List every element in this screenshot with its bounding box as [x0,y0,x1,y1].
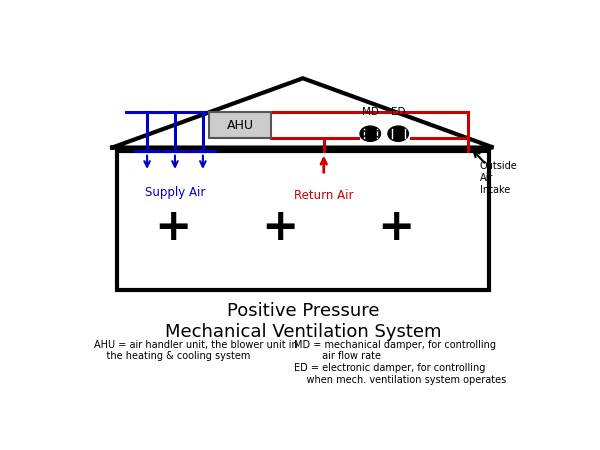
Circle shape [360,126,380,141]
Circle shape [388,126,409,141]
Text: +: + [154,206,191,249]
Bar [209,112,271,138]
Text: AHU: AHU [227,118,254,131]
Text: ED: ED [391,108,406,117]
Text: AHU = air handler unit, the blower unit in
    the heating & cooling system: AHU = air handler unit, the blower unit … [94,340,298,361]
Text: Positive Pressure
Mechanical Ventilation System: Positive Pressure Mechanical Ventilation… [164,302,441,341]
Text: Return Air: Return Air [294,189,353,202]
Text: MD: MD [362,108,379,117]
Text: MD = mechanical damper, for controlling
         air flow rate
ED = electronic d: MD = mechanical damper, for controlling … [293,340,506,385]
Text: +: + [377,206,415,249]
Text: +: + [261,206,298,249]
Text: Outside
Air
Intake: Outside Air Intake [479,162,517,194]
Text: Supply Air: Supply Air [145,186,205,198]
